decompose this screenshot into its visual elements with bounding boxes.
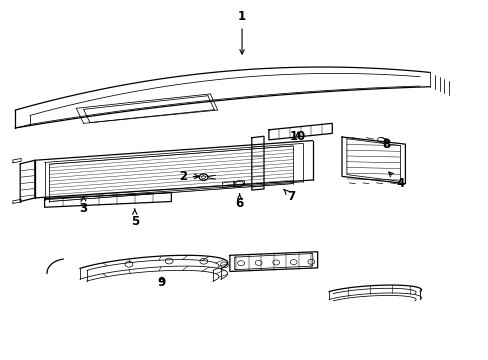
Text: 9: 9 [157,276,165,289]
Text: 3: 3 [80,196,87,215]
Text: 10: 10 [289,130,305,144]
Text: 6: 6 [235,194,243,210]
Text: 4: 4 [388,172,404,190]
Text: 8: 8 [381,138,389,150]
Text: 5: 5 [130,209,139,228]
Text: 2: 2 [179,170,199,183]
Text: 1: 1 [238,10,245,54]
Text: 7: 7 [284,189,294,203]
